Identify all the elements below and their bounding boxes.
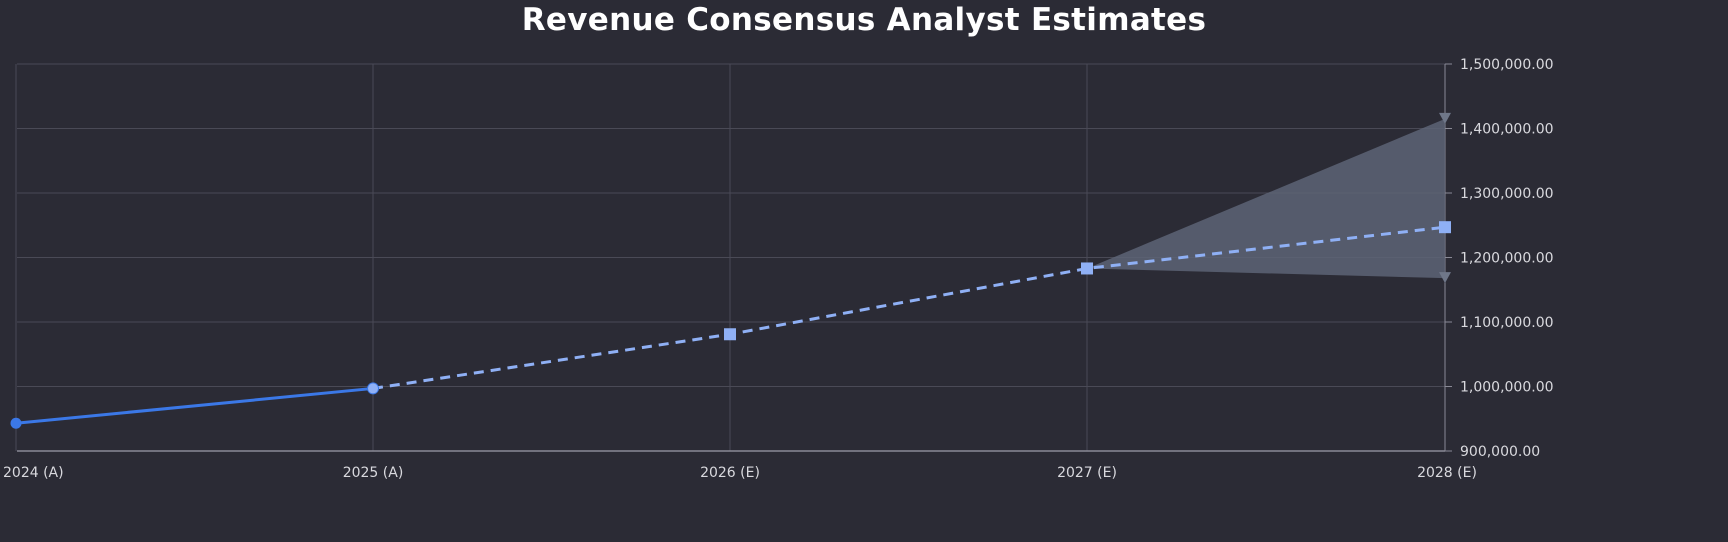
y-tick-label: 1,300,000.00	[1460, 186, 1554, 202]
y-tick-label: 1,000,000.00	[1460, 380, 1554, 396]
estimate-point	[724, 328, 736, 341]
estimate-point	[1081, 262, 1093, 275]
actual-line	[15, 386, 374, 425]
estimate-line	[372, 225, 1446, 390]
actual-point	[367, 382, 379, 395]
estimate-low-marker	[1439, 272, 1451, 284]
estimate-high-marker	[1439, 112, 1451, 124]
estimate-point	[1439, 221, 1451, 234]
x-tick-label: 2028 (E)	[1417, 465, 1477, 481]
estimate-range-band	[1087, 118, 1445, 279]
actual-point	[10, 417, 22, 429]
x-tick-label: 2025 (A)	[343, 465, 404, 481]
x-tick-label: 2026 (E)	[700, 465, 760, 481]
chart-title: Revenue Consensus Analyst Estimates	[521, 2, 1207, 38]
y-tick-label: 1,100,000.00	[1460, 315, 1554, 331]
x-tick-label: 2024 (A)	[3, 465, 64, 481]
y-tick-label: 1,500,000.00	[1460, 57, 1554, 73]
y-tick-label: 900,000.00	[1460, 444, 1540, 460]
y-tick-label: 1,400,000.00	[1460, 122, 1554, 138]
y-tick-label: 1,200,000.00	[1460, 251, 1554, 267]
x-tick-label: 2027 (E)	[1057, 465, 1117, 481]
